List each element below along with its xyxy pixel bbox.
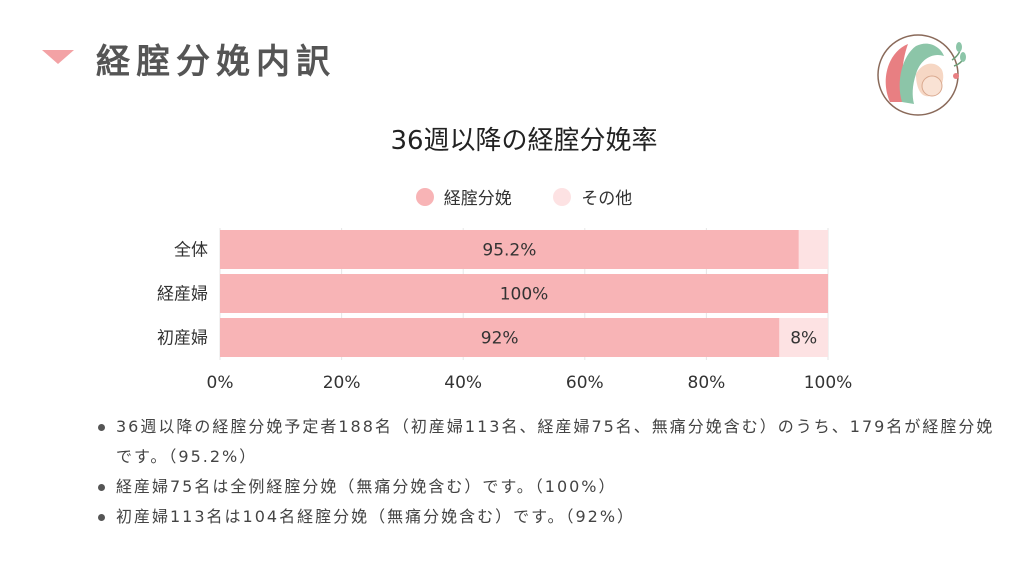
list-item: 経産婦75名は全例経腟分娩（無痛分娩含む）です。（100%） [96, 472, 996, 502]
legend-label-vaginal: 経腟分娩 [443, 189, 512, 209]
legend-item-vaginal: 経腟分娩 [415, 184, 512, 209]
bar-segment [798, 230, 828, 269]
list-item: 36週以降の経腟分娩予定者188名（初産婦113名、経産婦75名、無痛分娩含む）… [96, 412, 996, 472]
page-title: 経腟分娩内訳 [96, 42, 336, 82]
chart-legend: 経腟分娩 その他 [0, 184, 1024, 211]
bar-segment [220, 318, 780, 357]
data-label: 92% [481, 329, 519, 349]
bar-segment [779, 318, 828, 357]
chart-title: 36週以降の経腟分娩率 [390, 126, 658, 156]
x-tick-label: 60% [566, 373, 604, 393]
bar-segment [220, 230, 799, 269]
legend-item-other: その他 [553, 184, 632, 209]
list-item: 初産婦113名は104名経腟分娩（無痛分娩含む）です。（92%） [96, 502, 996, 532]
x-tick-label: 80% [688, 373, 726, 393]
x-tick-label: 20% [323, 373, 361, 393]
triangle-down-icon [42, 50, 74, 64]
bar-segment [220, 274, 828, 313]
notes-list: 36週以降の経腟分娩予定者188名（初産婦113名、経産婦75名、無痛分娩含む）… [96, 412, 996, 532]
x-tick-label: 40% [444, 373, 482, 393]
legend-label-other: その他 [581, 189, 633, 209]
legend-swatch-other [553, 187, 572, 206]
stacked-bar-chart: 95.2% 全体 100% 経産婦 92% 8% 初産婦 0% 20% 40% 60% 80% 100% [157, 228, 853, 393]
category-label: 初産婦 [157, 329, 208, 349]
data-label: 95.2% [482, 241, 536, 261]
x-tick-label: 100% [804, 373, 853, 393]
category-label: 経産婦 [157, 285, 208, 305]
mother-and-baby-logo-icon [877, 34, 966, 116]
data-label: 100% [500, 285, 549, 305]
data-label: 8% [790, 329, 817, 349]
category-label: 全体 [174, 241, 208, 261]
x-tick-label: 0% [207, 373, 234, 393]
legend-swatch-vaginal [415, 187, 434, 206]
